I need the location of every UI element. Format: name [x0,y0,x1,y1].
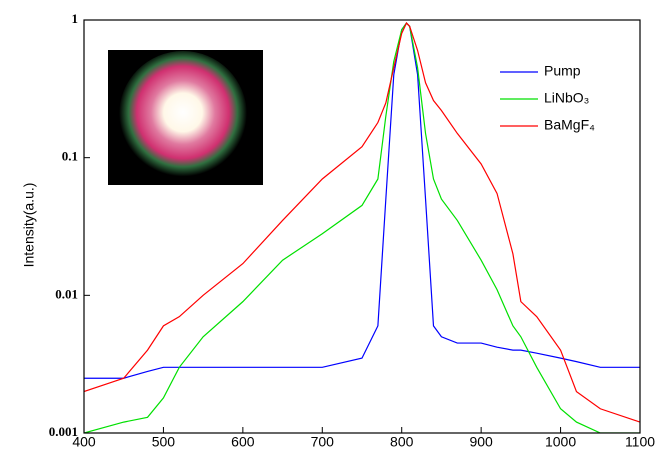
legend-label: LiNbO₃ [544,90,589,106]
x-tick-label: 800 [390,434,414,450]
x-tick-label: 500 [152,434,176,450]
legend-label: BaMgF₄ [544,117,595,133]
series-line [84,22,640,423]
legend-label: Pump [544,63,581,79]
x-tick-label: 900 [469,434,493,450]
x-tick-label: 600 [231,434,255,450]
y-tick-label: 0.001 [49,424,78,439]
x-tick-label: 400 [72,434,96,450]
y-tick-label: 0.01 [55,286,78,301]
y-tick-label: 0.1 [62,149,78,164]
plot-frame [83,19,641,434]
x-tick-label: 1100 [625,434,655,450]
y-axis-label: Intensity(a.u.) [21,183,37,268]
x-tick-label: 1000 [545,434,576,450]
y-tick-label: 1 [72,11,79,26]
x-tick-label: 700 [311,434,335,450]
inset-beam [119,51,247,179]
